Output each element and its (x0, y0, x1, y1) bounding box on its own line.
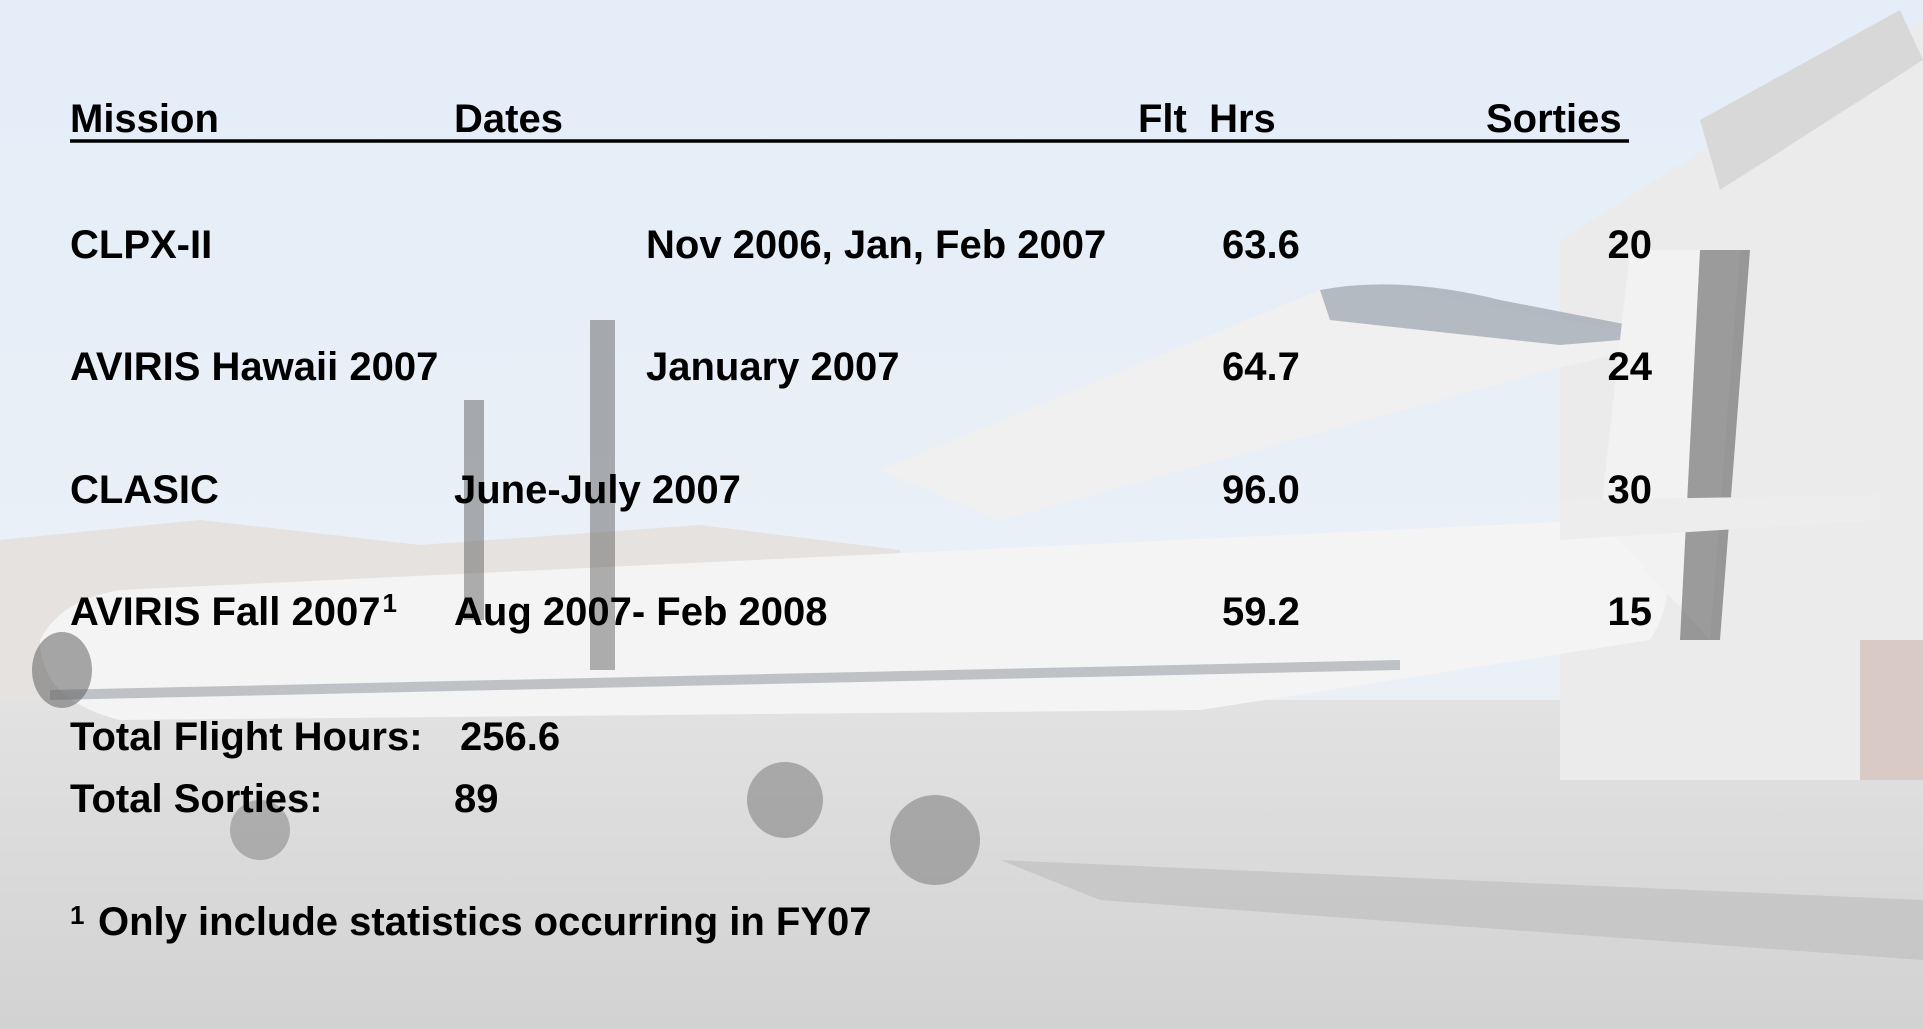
sorties: 20 (1608, 223, 1653, 267)
header: Mission (70, 97, 219, 141)
mission: AVIRIS Hawaii 2007 (70, 345, 438, 389)
dates: Aug 2007- Feb 2008 (454, 590, 828, 634)
mission: CLPX-II (70, 223, 212, 267)
header: Dates (454, 97, 563, 141)
sorties: 24 (1608, 345, 1653, 389)
total-label: Total Sorties: (70, 777, 323, 821)
mission: CLASIC (70, 468, 219, 512)
header: Flt Hrs (1138, 97, 1276, 141)
total-label: Total Flight Hours: (70, 715, 423, 759)
header: Sorties (1486, 97, 1622, 141)
dates: June-July 2007 (454, 468, 741, 512)
flight-hours: 96.0 (1222, 468, 1300, 512)
total-value: 89 (454, 777, 499, 821)
total-value: 256.6 (460, 715, 560, 759)
dates: Nov 2006, Jan, Feb 2007 (646, 223, 1106, 267)
sorties: 30 (1608, 468, 1653, 512)
table: Mission Dates Flt Hrs Sorties CLPX-II Nov… (70, 97, 1653, 634)
flight-hours: 63.6 (1222, 223, 1300, 267)
sorties: 15 (1608, 590, 1653, 634)
dates: January 2007 (646, 345, 900, 389)
footnote-marker: 1 (70, 900, 84, 930)
footnote: Only include statistics occurring in FY0… (98, 900, 872, 944)
flight-hours: 59.2 (1222, 590, 1300, 634)
mission: AVIRIS Fall 2007 (70, 590, 381, 634)
flight-hours: 64.7 (1222, 345, 1300, 389)
footnote-marker: 1 (383, 588, 397, 618)
